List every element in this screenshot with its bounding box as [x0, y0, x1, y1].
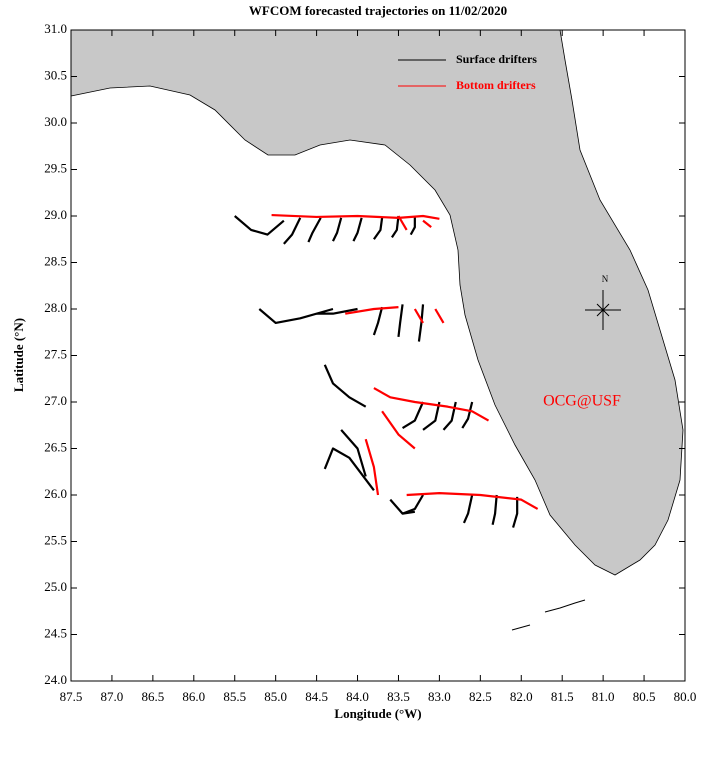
legend-label: Surface drifters	[456, 52, 537, 66]
trajectory	[402, 494, 424, 515]
y-tick-label: 28.5	[44, 253, 67, 268]
trajectory	[373, 387, 490, 422]
keys	[511, 599, 586, 631]
x-tick-label: 84.0	[346, 689, 369, 704]
x-tick-label: 80.0	[674, 689, 697, 704]
chart-title: WFCOM forecasted trajectories on 11/02/2…	[249, 3, 507, 18]
trajectory	[352, 217, 363, 242]
y-tick-label: 26.0	[44, 486, 67, 501]
trajectory	[491, 494, 498, 525]
trajectory	[413, 308, 424, 324]
trajectory	[271, 213, 440, 220]
trajectory	[422, 401, 441, 431]
x-tick-label: 87.5	[60, 689, 83, 704]
trajectory	[512, 496, 519, 528]
y-tick-label: 24.0	[44, 672, 67, 687]
x-tick-label: 86.5	[141, 689, 164, 704]
annotation: OCG@USF	[543, 393, 621, 410]
trajectory	[345, 306, 399, 315]
y-tick-label: 24.5	[44, 625, 67, 640]
trajectory	[340, 429, 367, 477]
legend-label: Bottom drifters	[456, 78, 536, 92]
trajectory	[372, 306, 384, 336]
x-axis-label: Longitude (°W)	[334, 706, 421, 721]
y-tick-label: 25.5	[44, 532, 67, 547]
x-tick-label: 84.5	[305, 689, 328, 704]
compass-label: N	[602, 274, 609, 284]
y-tick-label: 31.0	[44, 21, 67, 36]
x-tick-label: 83.5	[387, 689, 410, 704]
y-tick-label: 29.5	[44, 160, 67, 175]
trajectory	[390, 215, 400, 238]
x-tick-label: 81.0	[592, 689, 615, 704]
x-tick-label: 81.5	[551, 689, 574, 704]
trajectory	[234, 215, 285, 236]
y-tick-label: 28.0	[44, 300, 67, 315]
y-tick-label: 26.5	[44, 439, 67, 454]
compass	[585, 290, 621, 330]
y-tick-label: 29.0	[44, 207, 67, 222]
trajectory	[307, 217, 322, 243]
x-tick-label: 82.0	[510, 689, 533, 704]
trajectory	[323, 447, 375, 492]
x-tick-label: 80.5	[633, 689, 656, 704]
trajectory	[283, 217, 302, 245]
x-tick-label: 82.5	[469, 689, 492, 704]
y-tick-label: 27.5	[44, 346, 67, 361]
x-tick-label: 85.5	[223, 689, 246, 704]
trajectory	[462, 494, 474, 524]
trajectory	[422, 219, 432, 229]
trajectory	[417, 304, 425, 342]
trajectory	[434, 308, 445, 324]
x-tick-label: 85.0	[264, 689, 287, 704]
trajectory	[331, 217, 343, 242]
trajectory	[461, 401, 474, 429]
trajectory	[406, 492, 539, 510]
y-tick-label: 30.0	[44, 114, 67, 129]
y-tick-label: 30.5	[44, 67, 67, 82]
x-tick-label: 87.0	[101, 689, 124, 704]
trajectory	[323, 364, 367, 408]
trajectory	[373, 217, 384, 240]
trajectory	[397, 215, 408, 231]
trajectory	[397, 304, 404, 338]
trajectory	[316, 307, 358, 315]
trajectory	[401, 401, 425, 429]
trajectory	[364, 438, 380, 496]
x-tick-label: 86.0	[182, 689, 205, 704]
y-tick-label: 25.0	[44, 579, 67, 594]
trajectory	[258, 307, 334, 325]
trajectory	[409, 216, 416, 236]
trajectory	[381, 410, 416, 450]
y-tick-label: 27.0	[44, 393, 67, 408]
land	[70, 29, 684, 576]
x-tick-label: 83.0	[428, 689, 451, 704]
y-axis-label: Latitude (°N)	[11, 318, 26, 392]
